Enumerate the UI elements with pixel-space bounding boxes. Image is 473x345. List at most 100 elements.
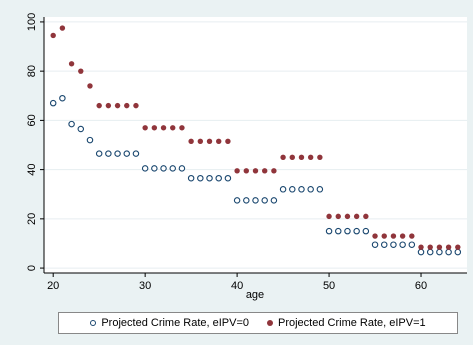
y-tick-label: 0 bbox=[26, 265, 38, 271]
data-point bbox=[187, 174, 195, 182]
series-0 bbox=[49, 94, 462, 256]
data-point bbox=[50, 32, 56, 39]
data-point bbox=[68, 120, 75, 128]
data-point bbox=[169, 165, 176, 172]
x-tick-label: 20 bbox=[47, 280, 59, 292]
data-point bbox=[151, 125, 158, 131]
data-point bbox=[409, 233, 415, 239]
data-point bbox=[141, 165, 149, 172]
data-point bbox=[445, 248, 452, 256]
data-point bbox=[252, 168, 259, 174]
data-point bbox=[390, 241, 397, 248]
data-point bbox=[252, 197, 259, 204]
x-tick-label: 30 bbox=[139, 280, 151, 292]
data-point bbox=[197, 138, 204, 145]
data-point bbox=[178, 165, 186, 172]
data-point bbox=[225, 138, 231, 145]
data-point bbox=[151, 165, 158, 172]
data-point bbox=[307, 154, 314, 161]
legend: Projected Crime Rate, eIPV=0 Projected C… bbox=[58, 312, 458, 334]
y-tick-label: 40 bbox=[26, 163, 38, 175]
hollow-circle-marker-icon bbox=[90, 320, 97, 326]
data-point bbox=[307, 186, 314, 193]
y-tick-label: 100 bbox=[26, 13, 38, 31]
series-1 bbox=[50, 25, 461, 250]
data-point bbox=[179, 125, 185, 131]
data-point bbox=[87, 83, 93, 89]
data-point bbox=[243, 168, 250, 174]
data-point bbox=[114, 150, 121, 157]
y-tick-label: 20 bbox=[26, 213, 38, 225]
data-point bbox=[363, 213, 369, 220]
data-point bbox=[105, 150, 112, 157]
data-point bbox=[216, 138, 222, 145]
data-point bbox=[224, 174, 232, 182]
data-point bbox=[344, 227, 351, 235]
data-point bbox=[261, 197, 268, 204]
data-point bbox=[215, 174, 222, 182]
x-tick-label: 50 bbox=[323, 280, 335, 292]
data-point bbox=[426, 248, 434, 256]
data-point bbox=[78, 68, 84, 74]
data-point bbox=[362, 227, 370, 235]
data-point bbox=[206, 174, 213, 182]
data-point bbox=[298, 186, 305, 193]
x-tick-label: 40 bbox=[231, 280, 243, 292]
plot-area bbox=[44, 17, 467, 273]
data-point bbox=[123, 150, 131, 157]
data-point bbox=[170, 125, 176, 131]
data-point bbox=[132, 150, 140, 157]
data-point bbox=[455, 244, 461, 250]
data-point bbox=[298, 154, 305, 161]
data-point bbox=[68, 61, 75, 67]
data-points bbox=[49, 25, 462, 256]
data-point bbox=[418, 244, 424, 250]
data-point bbox=[381, 233, 387, 239]
y-ticks: 0 20 40 60 80 100 bbox=[26, 13, 44, 271]
x-axis-label: age bbox=[246, 289, 264, 301]
data-point bbox=[59, 94, 66, 102]
x-ticks: 20 30 40 50 60 bbox=[47, 273, 427, 292]
data-point bbox=[353, 213, 360, 220]
data-point bbox=[335, 213, 341, 220]
data-point bbox=[59, 25, 66, 31]
data-point bbox=[335, 227, 342, 235]
data-point bbox=[427, 244, 433, 250]
data-point bbox=[454, 248, 462, 256]
data-point bbox=[124, 102, 130, 109]
legend-label-eipv0: Projected Crime Rate, eIPV=0 bbox=[101, 317, 249, 329]
data-point bbox=[234, 168, 240, 174]
data-point bbox=[408, 241, 416, 248]
data-point bbox=[399, 241, 406, 248]
legend-label-eipv1: Projected Crime Rate, eIPV=1 bbox=[278, 317, 426, 329]
data-point bbox=[371, 241, 379, 248]
y-tick-label: 80 bbox=[26, 65, 38, 77]
data-point bbox=[133, 102, 139, 109]
data-point bbox=[77, 125, 85, 133]
data-point bbox=[114, 102, 121, 109]
data-point bbox=[142, 125, 148, 131]
data-point bbox=[49, 99, 57, 107]
data-point bbox=[325, 227, 333, 235]
data-point bbox=[271, 168, 277, 174]
data-point bbox=[445, 244, 452, 250]
filled-circle-marker-icon bbox=[267, 320, 273, 326]
data-point bbox=[270, 197, 278, 204]
x-tick-label: 60 bbox=[415, 280, 427, 292]
data-point bbox=[243, 197, 250, 204]
data-point bbox=[399, 233, 406, 239]
data-point bbox=[317, 154, 323, 161]
legend-item-eipv0: Projected Crime Rate, eIPV=0 bbox=[90, 317, 249, 329]
data-point bbox=[289, 154, 295, 161]
axes bbox=[43, 17, 467, 274]
data-point bbox=[160, 165, 167, 172]
data-point bbox=[326, 213, 332, 220]
data-point bbox=[86, 136, 94, 144]
y-tick-label: 60 bbox=[26, 114, 38, 126]
data-point bbox=[233, 197, 241, 204]
data-point bbox=[197, 174, 204, 182]
data-point bbox=[417, 248, 425, 256]
data-point bbox=[188, 138, 194, 145]
data-point bbox=[160, 125, 167, 131]
